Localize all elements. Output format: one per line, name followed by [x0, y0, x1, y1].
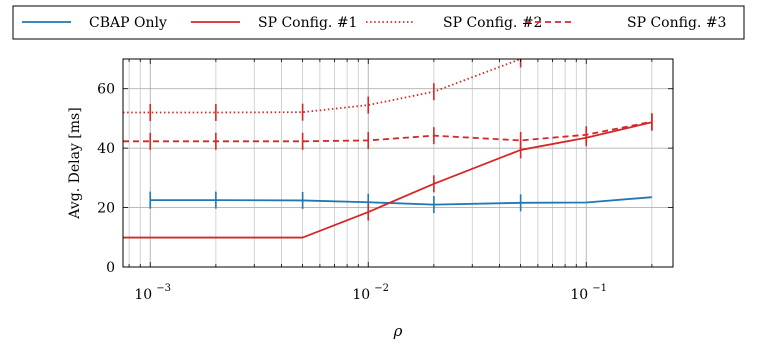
x-tick-label: 10 [134, 287, 152, 303]
y-tick-label: 0 [106, 260, 115, 276]
series-line-cbap-only [150, 196, 652, 206]
y-tick-label: 60 [97, 82, 115, 98]
grid [123, 59, 673, 268]
x-tick-label-exponent: −3 [156, 283, 171, 294]
x-tick-label-exponent: −1 [592, 283, 607, 294]
x-tick-label: 10 [570, 287, 588, 303]
legend-label-sp-config-1: SP Config. #1 [258, 15, 357, 31]
legend-label-sp-config-3: SP Config. #3 [627, 15, 726, 31]
y-axis-label: Avg. Delay [ms] [67, 107, 83, 219]
plot-frame [122, 58, 674, 268]
y-tick-label: 20 [97, 201, 115, 217]
x-tick-label-exponent: −2 [374, 283, 389, 294]
y-tick-label: 40 [97, 141, 115, 157]
legend: CBAP Only SP Config. #1 SP Config. #2 SP… [12, 5, 745, 40]
x-tick-label: 10 [352, 287, 370, 303]
legend-label-sp-config-2: SP Config. #2 [443, 15, 542, 31]
x-axis-label: ρ [393, 322, 403, 340]
errorbar-layer [149, 59, 653, 221]
series-line-sp-config-2 [123, 59, 521, 114]
legend-label-cbap-only: CBAP Only [89, 15, 167, 31]
series-line-sp-config-3 [123, 120, 653, 143]
axis-ticks: 0 20 40 60 10 −3 10 −2 10 −1 [97, 59, 673, 303]
